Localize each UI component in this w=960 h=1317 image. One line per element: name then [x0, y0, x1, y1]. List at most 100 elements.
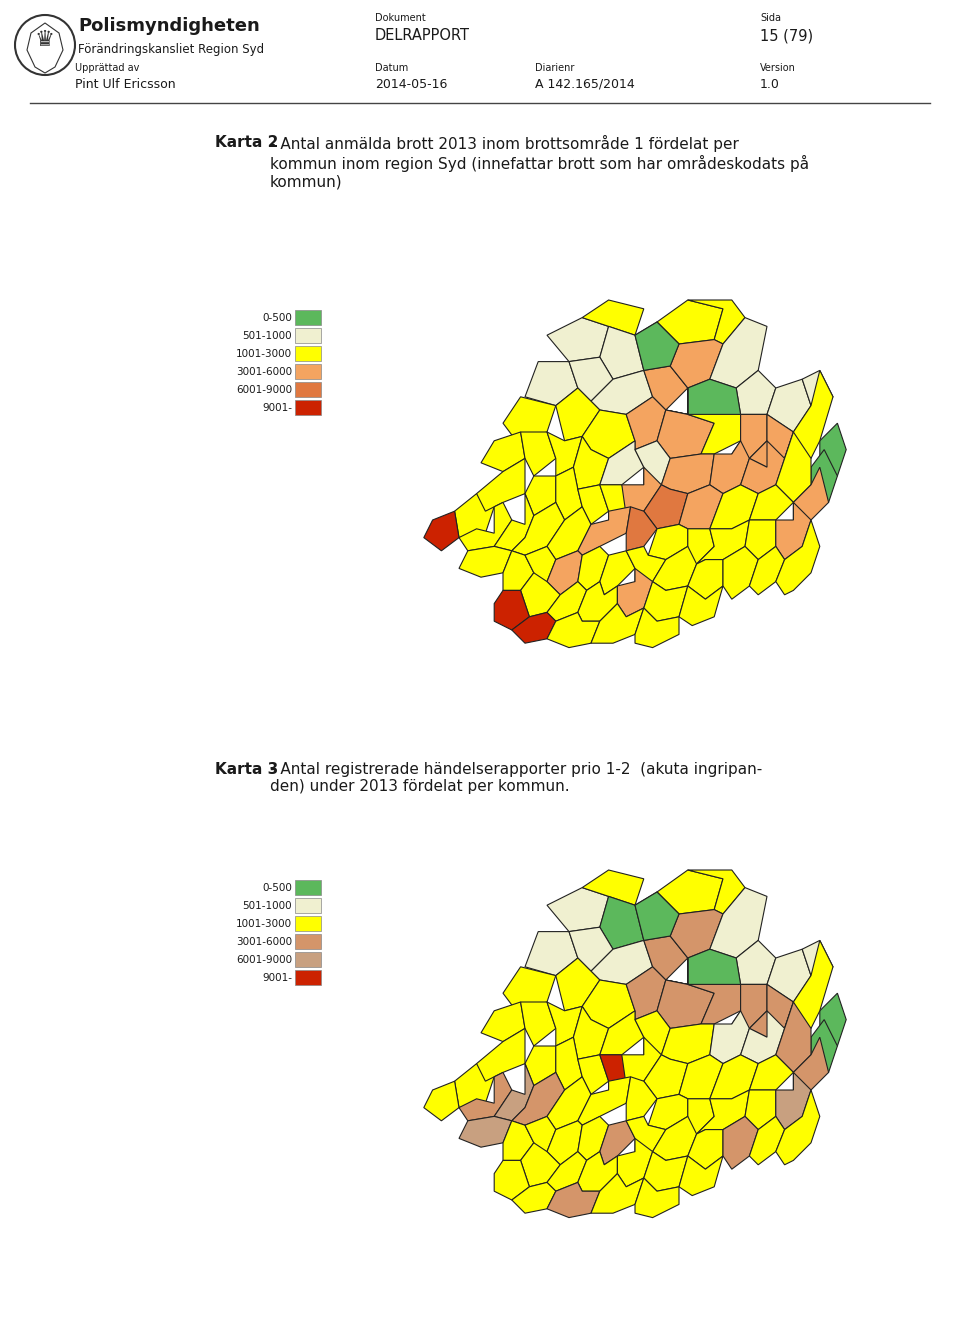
Polygon shape: [803, 940, 833, 993]
Polygon shape: [569, 927, 613, 971]
Text: 501-1000: 501-1000: [242, 331, 292, 341]
Text: Polismyndigheten: Polismyndigheten: [78, 17, 260, 36]
Polygon shape: [745, 1090, 776, 1130]
Text: 15 (79): 15 (79): [760, 29, 813, 43]
Polygon shape: [670, 910, 723, 957]
Text: 0-500: 0-500: [262, 313, 292, 323]
Polygon shape: [811, 1019, 837, 1072]
Polygon shape: [793, 468, 828, 520]
Polygon shape: [820, 423, 846, 475]
Polygon shape: [459, 1117, 512, 1147]
Polygon shape: [578, 1151, 617, 1191]
Polygon shape: [653, 1117, 697, 1160]
Polygon shape: [784, 940, 833, 1029]
Text: 0-500: 0-500: [262, 882, 292, 893]
Text: 3001-6000: 3001-6000: [236, 367, 292, 377]
Polygon shape: [626, 1117, 666, 1151]
Polygon shape: [582, 300, 644, 336]
Text: Sida: Sida: [760, 13, 781, 22]
Polygon shape: [525, 362, 578, 406]
Polygon shape: [820, 993, 846, 1046]
Polygon shape: [776, 520, 820, 595]
Polygon shape: [600, 1011, 644, 1055]
Polygon shape: [547, 432, 582, 475]
Text: 6001-9000: 6001-9000: [236, 955, 292, 965]
Bar: [295, 898, 321, 913]
Polygon shape: [476, 458, 525, 511]
Text: - Antal registrerade händelserapporter prio 1-2  (akuta ingripan-
den) under 201: - Antal registrerade händelserapporter p…: [270, 763, 762, 794]
Polygon shape: [591, 603, 644, 643]
Text: A 142.165/2014: A 142.165/2014: [535, 78, 635, 91]
Polygon shape: [750, 485, 793, 520]
Polygon shape: [476, 1029, 525, 1081]
Polygon shape: [591, 1173, 644, 1213]
Polygon shape: [423, 1081, 459, 1121]
Text: 1.0: 1.0: [760, 78, 780, 91]
Polygon shape: [525, 931, 578, 976]
Polygon shape: [547, 1002, 582, 1046]
Text: 6001-9000: 6001-9000: [236, 385, 292, 395]
Polygon shape: [740, 441, 784, 494]
Polygon shape: [423, 511, 459, 551]
Polygon shape: [547, 1183, 600, 1218]
Polygon shape: [525, 475, 556, 515]
Polygon shape: [745, 520, 776, 560]
Polygon shape: [622, 1038, 661, 1085]
Polygon shape: [750, 1055, 793, 1090]
Polygon shape: [666, 957, 687, 984]
Polygon shape: [503, 967, 556, 1011]
Polygon shape: [767, 379, 811, 432]
Polygon shape: [600, 441, 644, 485]
Text: 501-1000: 501-1000: [242, 901, 292, 911]
Polygon shape: [644, 1151, 687, 1191]
Polygon shape: [573, 1006, 609, 1059]
Polygon shape: [591, 370, 653, 415]
Polygon shape: [709, 888, 767, 957]
Polygon shape: [600, 485, 631, 520]
Polygon shape: [582, 980, 635, 1029]
Polygon shape: [626, 507, 657, 551]
Polygon shape: [547, 1121, 582, 1164]
Polygon shape: [803, 370, 833, 423]
Polygon shape: [626, 396, 666, 449]
Polygon shape: [578, 485, 609, 524]
Polygon shape: [494, 494, 534, 551]
Polygon shape: [591, 940, 653, 984]
Polygon shape: [578, 1077, 631, 1125]
Polygon shape: [644, 366, 687, 410]
Polygon shape: [666, 389, 687, 415]
Polygon shape: [709, 485, 758, 529]
Polygon shape: [547, 317, 609, 362]
Polygon shape: [600, 1055, 631, 1090]
Polygon shape: [494, 1064, 534, 1121]
Bar: [295, 880, 321, 896]
Polygon shape: [709, 441, 750, 494]
Polygon shape: [687, 984, 740, 1025]
Polygon shape: [709, 317, 767, 389]
Polygon shape: [459, 547, 512, 577]
Polygon shape: [776, 1090, 820, 1164]
Polygon shape: [635, 1011, 670, 1055]
Text: - Antal anmälda brott 2013 inom brottsområde 1 fördelat per
kommun inom region S: - Antal anmälda brott 2013 inom brottsom…: [270, 136, 809, 190]
Polygon shape: [455, 494, 494, 537]
Bar: [295, 382, 321, 396]
Polygon shape: [600, 327, 644, 379]
Polygon shape: [582, 410, 635, 458]
Polygon shape: [732, 415, 767, 458]
Polygon shape: [670, 340, 723, 389]
Polygon shape: [644, 936, 687, 980]
Polygon shape: [520, 1002, 556, 1046]
Polygon shape: [525, 1117, 556, 1156]
Polygon shape: [556, 1038, 582, 1090]
Text: Pint Ulf Ericsson: Pint Ulf Ericsson: [75, 78, 176, 91]
Polygon shape: [494, 1160, 529, 1200]
Polygon shape: [697, 1090, 750, 1134]
Polygon shape: [525, 1046, 556, 1085]
Polygon shape: [556, 389, 600, 441]
Polygon shape: [578, 582, 617, 622]
Polygon shape: [687, 871, 745, 914]
Polygon shape: [697, 520, 750, 564]
Polygon shape: [512, 502, 564, 556]
Text: 3001-6000: 3001-6000: [236, 936, 292, 947]
Polygon shape: [736, 940, 776, 984]
